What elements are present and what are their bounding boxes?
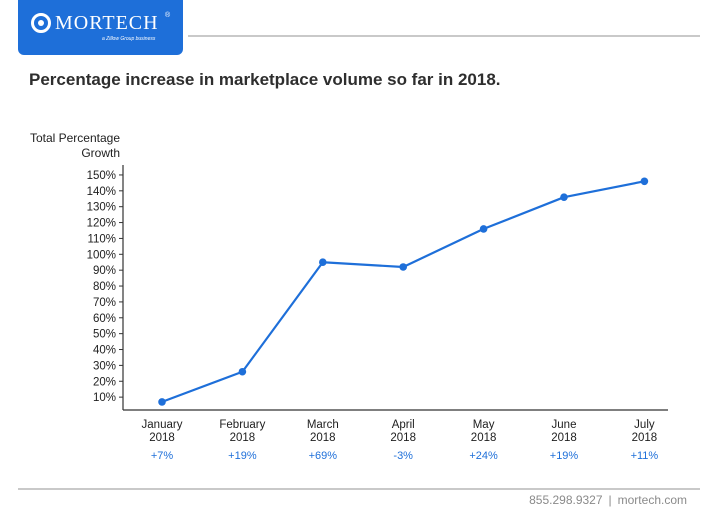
data-point <box>640 177 649 186</box>
mortech-logo: MORTECH ® a Zillow Group business <box>18 0 183 55</box>
footer-divider <box>18 488 700 490</box>
logo-mark-icon <box>31 13 51 33</box>
monthly-change-label: -3% <box>393 450 413 462</box>
header-divider <box>188 35 700 37</box>
page-title: Percentage increase in marketplace volum… <box>29 70 501 89</box>
y-tick-label: 10% <box>93 392 116 404</box>
y-tick-label: 50% <box>93 329 116 341</box>
footer-separator: | <box>608 493 612 507</box>
monthly-change-label: +24% <box>469 450 498 462</box>
x-tick-label: 2018 <box>230 432 256 444</box>
y-tick-label: 100% <box>87 249 116 261</box>
y-tick-label: 90% <box>93 265 116 277</box>
y-axis-label: Total Percentage <box>30 131 120 145</box>
y-tick-label: 60% <box>93 313 116 325</box>
x-tick-label: 2018 <box>390 432 416 444</box>
x-tick-label: 2018 <box>551 432 577 444</box>
y-tick-label: 140% <box>87 186 116 198</box>
y-tick-label: 150% <box>87 170 116 182</box>
x-tick-label: January <box>142 419 183 431</box>
data-point <box>479 225 488 233</box>
x-tick-label: March <box>307 419 339 431</box>
x-tick-label: 2018 <box>471 432 497 444</box>
x-tick-label: 2018 <box>632 432 658 444</box>
logo-tagline: a Zillow Group business <box>102 36 156 42</box>
x-tick-label: April <box>392 419 415 431</box>
series-line <box>161 180 645 403</box>
data-point <box>158 398 166 406</box>
x-tick-label: February <box>219 419 265 431</box>
y-tick-label: 110% <box>87 233 116 245</box>
footer-phone: 855.298.9327 <box>529 493 603 507</box>
y-tick-label: 30% <box>93 360 116 372</box>
footer-contact: 855.298.9327 | mortech.com <box>529 493 687 507</box>
data-point <box>399 263 408 271</box>
x-tick-label: May <box>473 419 495 431</box>
data-point <box>238 367 247 376</box>
x-tick-label: July <box>634 419 655 431</box>
logo-text: MORTECH <box>55 12 159 34</box>
monthly-change-label: +11% <box>631 450 659 462</box>
monthly-change-label: +19% <box>550 450 579 462</box>
x-tick-label: June <box>552 419 577 431</box>
x-tick-label: 2018 <box>310 432 336 444</box>
y-tick-label: 20% <box>93 376 116 388</box>
y-tick-label: 120% <box>87 218 116 230</box>
footer-website[interactable]: mortech.com <box>617 493 687 507</box>
y-tick-label: 40% <box>93 345 116 357</box>
monthly-change-label: +69% <box>309 450 338 462</box>
y-tick-label: 70% <box>93 297 116 309</box>
x-tick-label: 2018 <box>149 432 175 444</box>
monthly-change-label: +7% <box>151 450 174 462</box>
y-axis-label: Growth <box>81 146 120 160</box>
data-point <box>319 258 327 267</box>
y-tick-label: 130% <box>87 202 116 214</box>
y-tick-label: 80% <box>93 281 116 293</box>
monthly-change-label: +19% <box>228 450 257 462</box>
logo-registered-mark: ® <box>165 12 171 19</box>
data-point <box>560 193 568 201</box>
